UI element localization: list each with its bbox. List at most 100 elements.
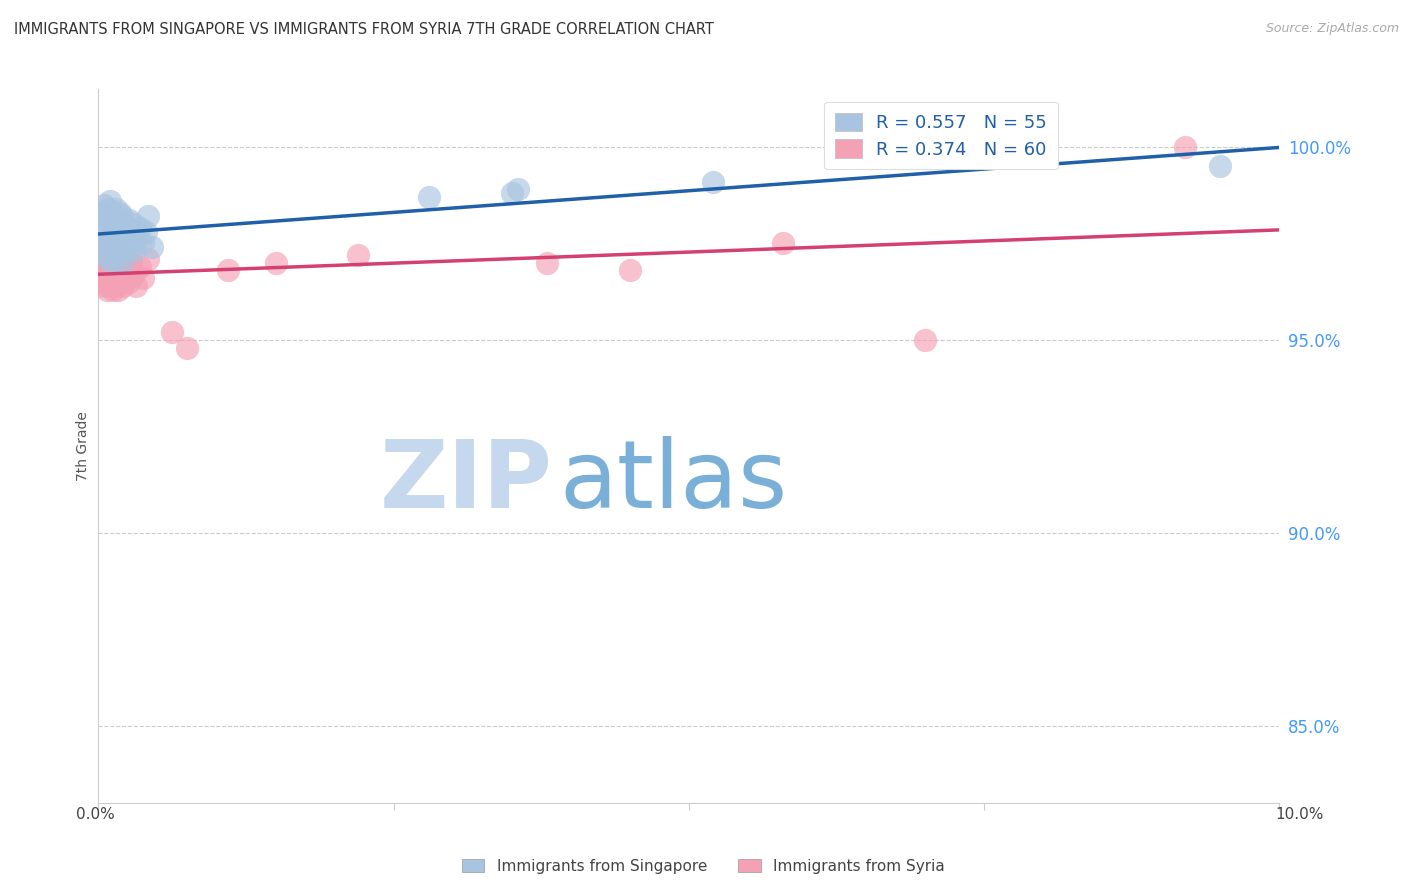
Point xyxy=(702,175,724,189)
Point xyxy=(506,182,529,196)
Point xyxy=(104,248,127,262)
Point xyxy=(120,240,142,254)
Point xyxy=(97,221,120,235)
Point xyxy=(112,279,135,293)
Point xyxy=(118,275,141,289)
Text: Source: ZipAtlas.com: Source: ZipAtlas.com xyxy=(1265,22,1399,36)
Point xyxy=(121,228,143,243)
Point xyxy=(217,263,239,277)
Point xyxy=(104,217,127,231)
Point xyxy=(103,256,125,270)
Point xyxy=(94,252,117,266)
Point xyxy=(135,225,157,239)
Point xyxy=(103,210,125,224)
Point xyxy=(98,213,121,227)
Point xyxy=(176,341,198,355)
Point xyxy=(98,228,121,243)
Point xyxy=(104,244,127,259)
Point xyxy=(98,248,121,262)
Point xyxy=(107,283,129,297)
Point xyxy=(112,233,135,247)
Point xyxy=(98,194,121,208)
Point xyxy=(96,263,118,277)
Point xyxy=(98,279,121,293)
Point xyxy=(1174,140,1197,154)
Point xyxy=(97,275,120,289)
Point xyxy=(98,240,121,254)
Point xyxy=(94,240,117,254)
Point xyxy=(97,256,120,270)
Point xyxy=(112,260,135,274)
Point xyxy=(103,275,125,289)
Point xyxy=(418,190,440,204)
Point xyxy=(94,236,117,251)
Point xyxy=(93,198,115,212)
Point xyxy=(107,213,129,227)
Point xyxy=(101,256,124,270)
Point xyxy=(536,256,558,270)
Point xyxy=(96,283,118,297)
Point xyxy=(111,256,134,270)
Point xyxy=(98,252,121,266)
Point xyxy=(98,260,121,274)
Point xyxy=(117,221,139,235)
Point xyxy=(772,236,794,251)
Point xyxy=(128,260,150,274)
Point xyxy=(501,186,523,201)
Text: ZIP: ZIP xyxy=(380,435,553,528)
Point xyxy=(136,252,159,266)
Point xyxy=(122,244,145,259)
Point xyxy=(114,225,136,239)
Point xyxy=(93,260,115,274)
Point xyxy=(132,271,155,285)
Point xyxy=(105,279,128,293)
Point xyxy=(115,252,138,266)
Point xyxy=(110,275,132,289)
Point xyxy=(121,256,143,270)
Point xyxy=(108,263,131,277)
Point xyxy=(105,260,128,274)
Point xyxy=(107,221,129,235)
Point xyxy=(100,240,122,254)
Point xyxy=(93,279,115,293)
Point xyxy=(93,225,115,239)
Point xyxy=(101,283,124,297)
Point xyxy=(112,244,135,259)
Point xyxy=(91,268,114,282)
Point xyxy=(108,244,131,259)
Point xyxy=(94,217,117,231)
Point xyxy=(112,217,135,231)
Point xyxy=(117,263,139,277)
Point xyxy=(100,205,122,219)
Text: atlas: atlas xyxy=(560,435,787,528)
Point xyxy=(105,248,128,262)
Point xyxy=(110,228,132,243)
Point xyxy=(132,236,155,251)
Point xyxy=(108,240,131,254)
Point xyxy=(105,236,128,251)
Point xyxy=(90,263,112,277)
Point xyxy=(136,210,159,224)
Point xyxy=(96,210,118,224)
Point xyxy=(619,263,641,277)
Point xyxy=(91,256,114,270)
Point xyxy=(111,268,134,282)
Text: 10.0%: 10.0% xyxy=(1275,807,1323,822)
Point xyxy=(91,233,114,247)
Point xyxy=(264,256,287,270)
Point xyxy=(94,271,117,285)
Point xyxy=(91,275,114,289)
Point xyxy=(90,244,112,259)
Point xyxy=(118,213,141,227)
Point xyxy=(115,236,138,251)
Point xyxy=(160,325,183,339)
Point xyxy=(111,210,134,224)
Point xyxy=(103,233,125,247)
Point xyxy=(347,248,370,262)
Text: 0.0%: 0.0% xyxy=(76,807,115,822)
Point xyxy=(141,240,163,254)
Legend: Immigrants from Singapore, Immigrants from Syria: Immigrants from Singapore, Immigrants fr… xyxy=(456,853,950,880)
Point xyxy=(91,248,114,262)
Point xyxy=(128,221,150,235)
Point xyxy=(90,248,112,262)
